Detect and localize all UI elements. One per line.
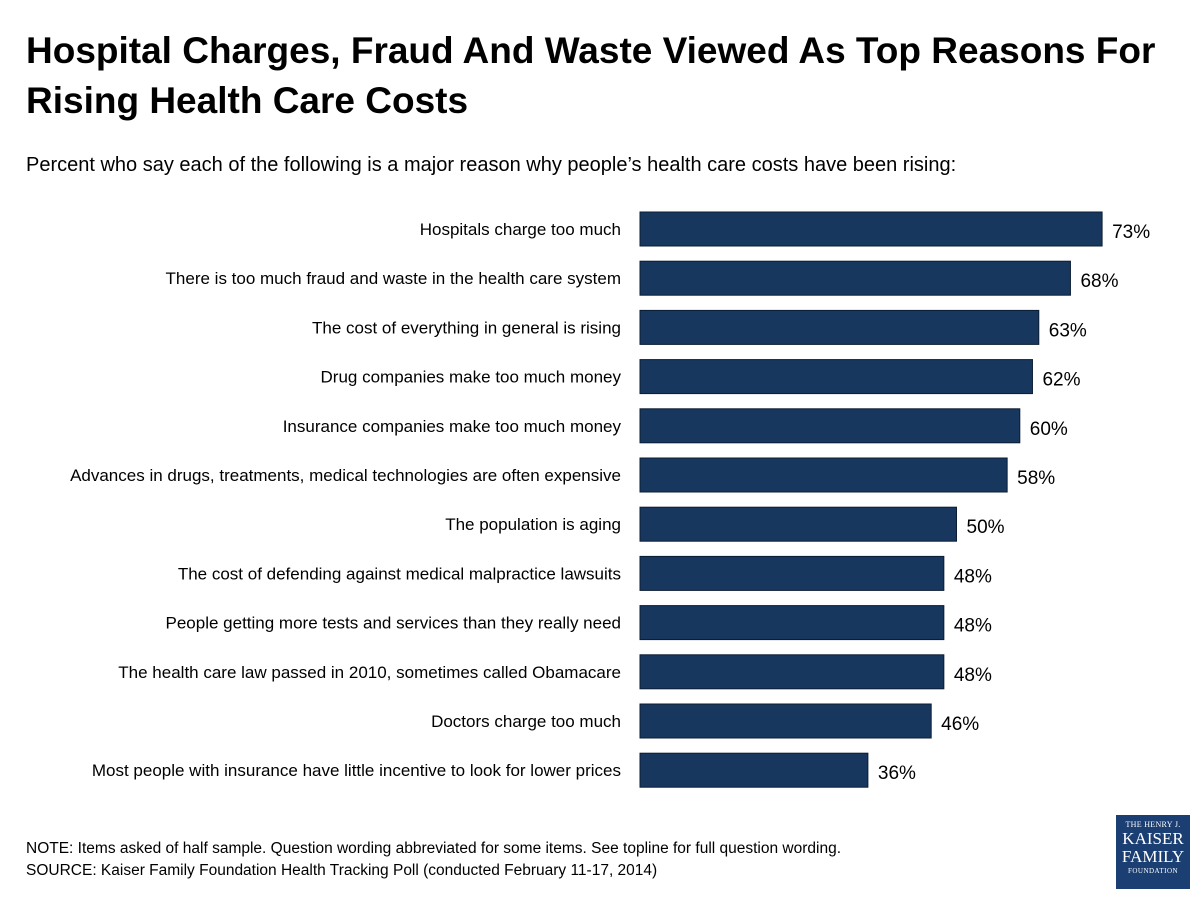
bar-2	[639, 260, 1071, 296]
category-label-6: Advances in drugs, treatments, medical t…	[70, 466, 621, 485]
logo-line-1: THE HENRY J.	[1125, 820, 1181, 829]
footnote: NOTE: Items asked of half sample. Questi…	[26, 838, 1076, 882]
category-label-5: Insurance companies make too much money	[283, 417, 622, 436]
logo-line-4: FOUNDATION	[1127, 867, 1179, 875]
category-label-9: People getting more tests and services t…	[166, 614, 622, 633]
category-label-3: The cost of everything in general is ris…	[312, 318, 621, 337]
category-label-11: Doctors charge too much	[431, 712, 621, 731]
note-text: NOTE: Items asked of half sample. Questi…	[26, 840, 842, 857]
chart-subtitle: Percent who say each of the following is…	[26, 154, 957, 176]
value-label-8: 48%	[954, 566, 992, 587]
source-text: SOURCE: Kaiser Family Foundation Health …	[26, 862, 658, 879]
value-label-6: 58%	[1017, 468, 1055, 489]
category-label-1: Hospitals charge too much	[420, 220, 621, 239]
bar-4	[639, 359, 1033, 395]
category-label-10: The health care law passed in 2010, some…	[118, 663, 621, 682]
bar-1	[639, 211, 1103, 247]
bar-8	[639, 555, 945, 591]
bar-10	[639, 654, 945, 690]
bar-6	[639, 457, 1008, 493]
value-label-3: 63%	[1049, 320, 1087, 341]
bar-7	[639, 506, 957, 542]
value-label-4: 62%	[1042, 370, 1080, 391]
bar-5	[639, 408, 1021, 444]
logo-line-2: KAISER	[1122, 829, 1184, 848]
bar-chart: Hospitals charge too much 73% There is too…	[70, 211, 1150, 788]
value-label-11: 46%	[941, 714, 979, 735]
bar-12	[639, 752, 869, 788]
value-label-5: 60%	[1030, 419, 1068, 440]
bar-11	[639, 703, 932, 739]
category-label-12: Most people with insurance have little i…	[92, 761, 621, 780]
bar-3	[639, 309, 1040, 345]
category-label-8: The cost of defending against medical ma…	[178, 564, 621, 583]
value-label-10: 48%	[954, 665, 992, 686]
chart-title: Hospital Charges, Fraud And Waste Viewed…	[26, 30, 1156, 121]
value-label-12: 36%	[878, 763, 916, 784]
value-label-2: 68%	[1080, 271, 1118, 292]
category-label-7: The population is aging	[445, 515, 621, 534]
kaiser-family-foundation-logo: THE HENRY J. KAISER FAMILY FOUNDATION	[1116, 815, 1190, 889]
category-label-2: There is too much fraud and waste in the…	[166, 269, 621, 288]
category-label-4: Drug companies make too much money	[321, 368, 622, 387]
logo-line-3: FAMILY	[1121, 847, 1185, 866]
value-label-7: 50%	[967, 517, 1005, 538]
bar-9	[639, 605, 945, 641]
value-label-1: 73%	[1112, 222, 1150, 243]
value-label-9: 48%	[954, 616, 992, 637]
